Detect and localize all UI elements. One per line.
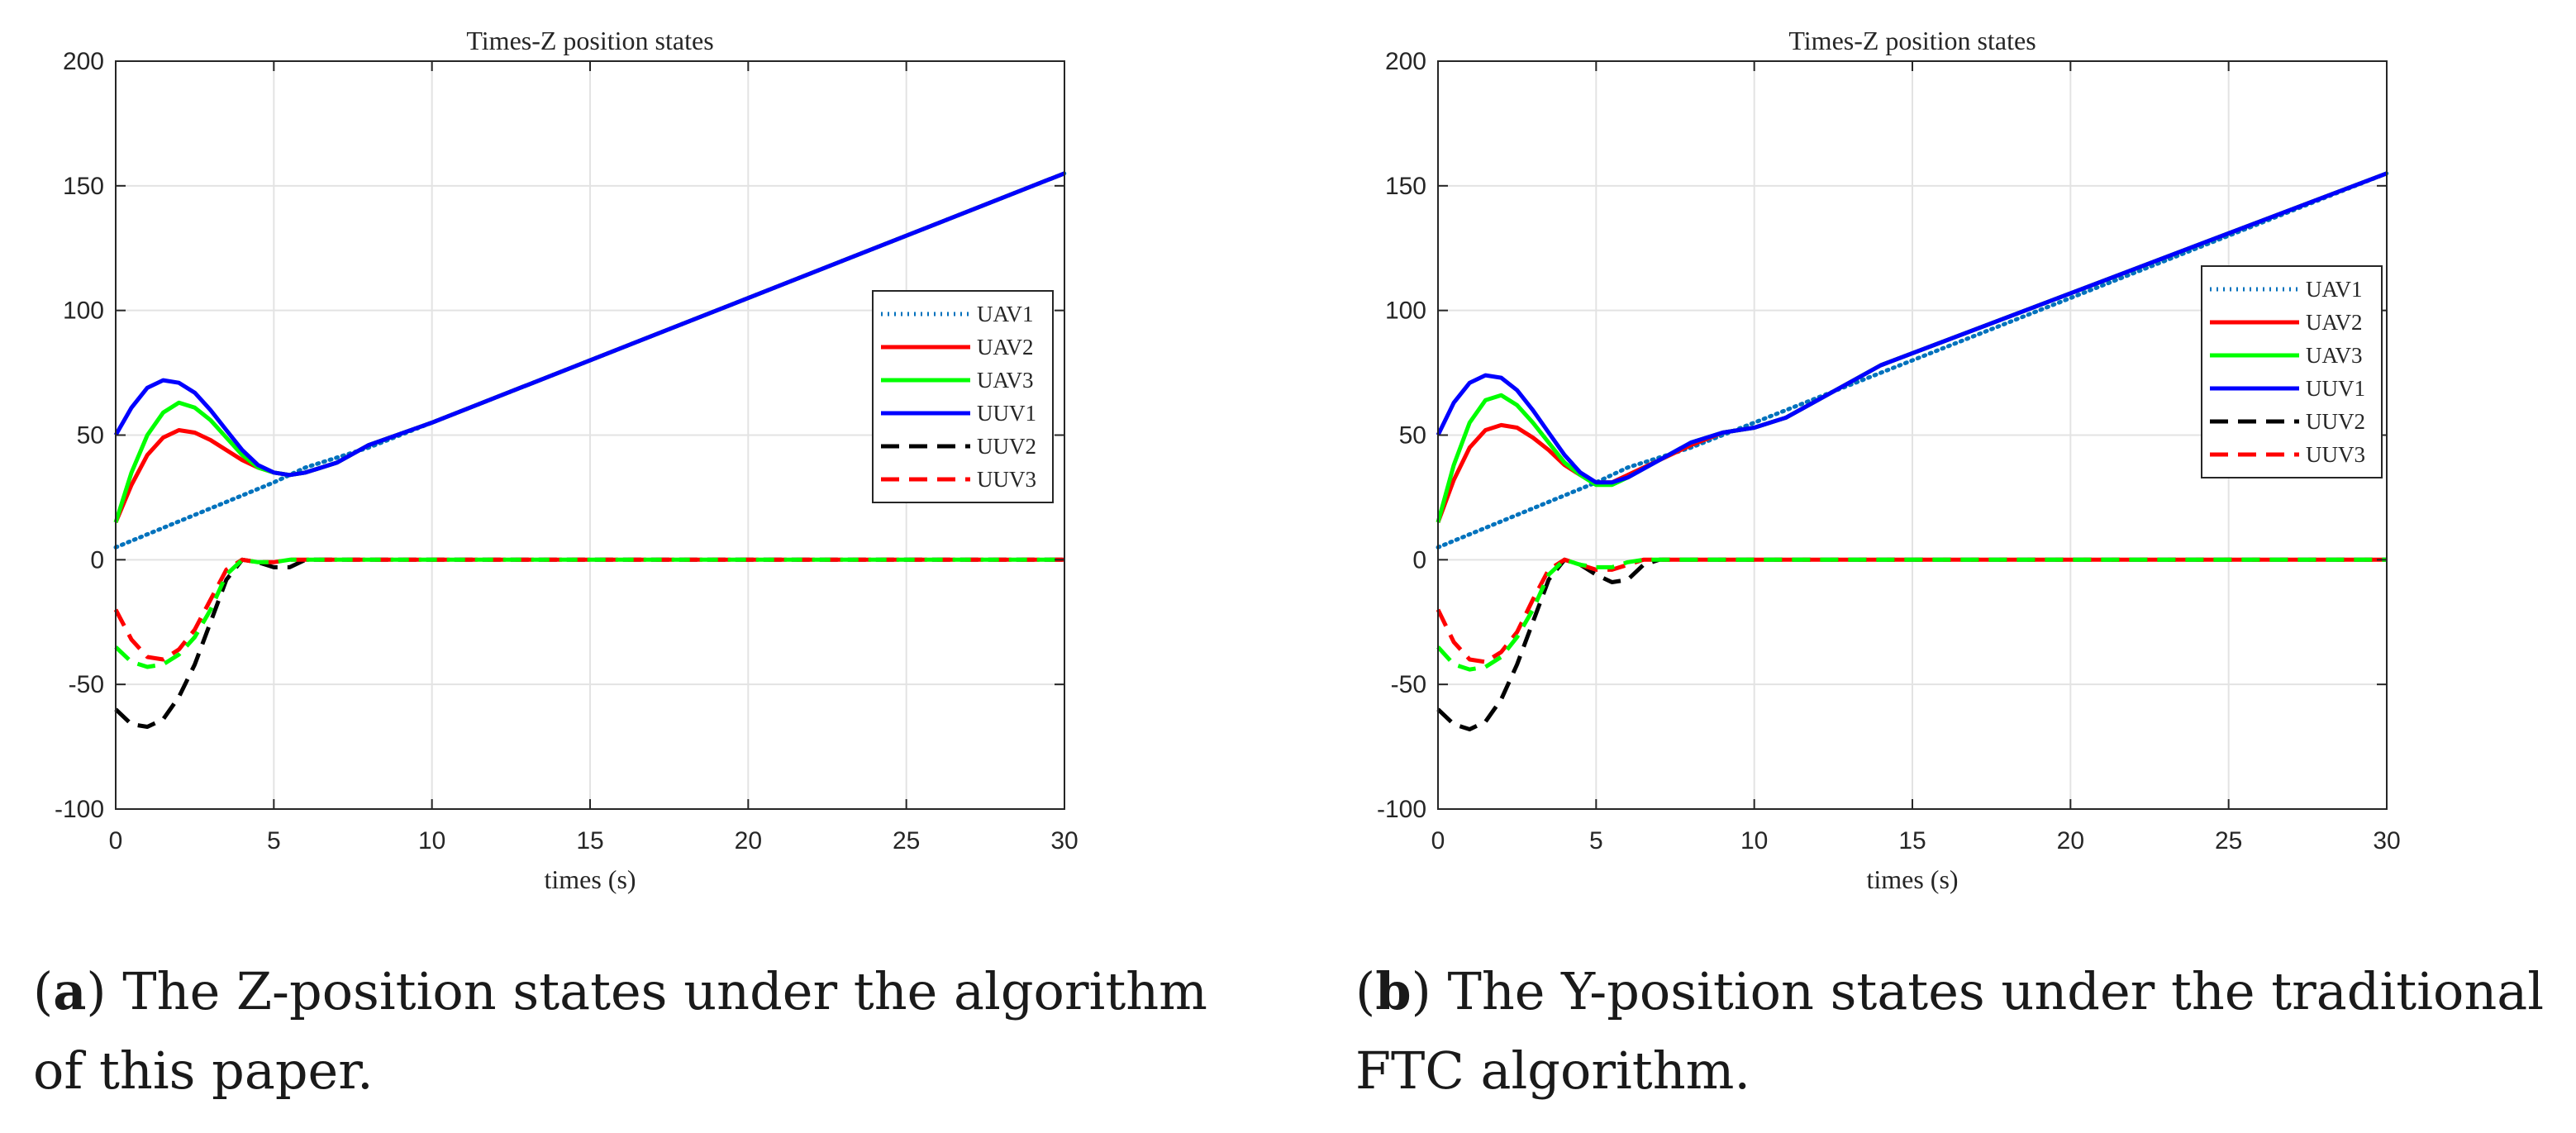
chart-b-y-tick-label: 100	[1385, 298, 1426, 325]
chart-b-legend-label-uuv3: UUV3	[2306, 442, 2365, 467]
chart-a-series-uuv3-line	[113, 557, 1064, 662]
chart-b-legend-label-uav2: UAV2	[2306, 310, 2363, 335]
chart-b-y-tick-label: 50	[1399, 422, 1426, 450]
chart-a-y-tick-label: 100	[63, 298, 104, 325]
chart-a-legend-label-uav2: UAV2	[977, 335, 1034, 359]
chart-a-x-tick-label: 15	[576, 827, 603, 855]
chart-b-series-extra-6-line	[1436, 557, 2387, 672]
chart-b-x-tick-label: 15	[1898, 827, 1926, 855]
chart-a-y-tick-label: 200	[63, 48, 104, 75]
chart-a-y-tick-label: 50	[77, 422, 104, 450]
chart-b-x-tick-label: 0	[1431, 827, 1445, 855]
chart-a-x-tick-label: 5	[267, 827, 281, 855]
chart-b-legend-label-uuv1: UUV1	[2306, 376, 2365, 401]
chart-b-legend-box	[2201, 265, 2383, 478]
caption-b-label: b	[1375, 961, 1412, 1021]
caption-b: (b) The Y-position states under the trad…	[1355, 961, 2545, 1101]
chart-a: 0 5 10 15 20 25 30 -100 -50 0 50 100 150 200 Times-Z p…	[55, 26, 1078, 894]
chart-a-series-uuv2-line	[114, 557, 1064, 729]
chart-b-x-tick-label: 25	[2215, 827, 2242, 855]
chart-a-y-tick-label: -50	[69, 671, 104, 698]
chart-b-legend-label-uuv2: UUV2	[2306, 409, 2365, 434]
chart-b-x-tick-label: 5	[1589, 827, 1603, 855]
chart-a-y-tick-label: 0	[90, 546, 104, 574]
chart-a-title: Times-Z position states	[466, 26, 713, 55]
chart-a-x-axis-label: times (s)	[544, 864, 636, 894]
chart-b-series-uuv3-line	[1436, 557, 2387, 664]
caption-a-label: a	[53, 961, 87, 1021]
caption-a-text: The Z-position states under the algorith…	[122, 961, 1207, 1021]
chart-a-legend: UAV1 UAV2 UAV3 UUV1 UUV2 UUV3	[872, 290, 1054, 503]
chart-a-series-extra-6-line	[114, 557, 1064, 669]
chart-b-x-tick-label: 30	[2373, 827, 2400, 855]
chart-b-y-tick-label: 200	[1385, 48, 1426, 75]
chart-a-legend-label-uuv2: UUV2	[977, 434, 1036, 459]
chart-a-x-tick-label: 20	[735, 827, 762, 855]
chart-b-y-tick-label: -100	[1377, 796, 1426, 823]
chart-a-y-tick-label: -100	[55, 796, 104, 823]
chart-a-x-tick-label: 25	[893, 827, 920, 855]
chart-b-y-tick-label: 0	[1412, 546, 1426, 574]
chart-b-x-tick-label: 10	[1740, 827, 1768, 855]
chart-b-y-tick-label: -50	[1391, 671, 1426, 698]
chart-b-legend: UAV1 UAV2 UAV3 UUV1 UUV2 UUV3	[2201, 265, 2383, 478]
chart-b-x-axis-label: times (s)	[1866, 864, 1958, 894]
chart-b-y-tick-label: 150	[1385, 173, 1426, 200]
chart-a-legend-box	[872, 290, 1054, 503]
chart-a-legend-label-uav1: UAV1	[977, 302, 1034, 326]
chart-a-x-tick-label: 10	[418, 827, 445, 855]
chart-b-legend-label-uav1: UAV1	[2306, 277, 2363, 302]
chart-b-title: Times-Z position states	[1788, 26, 2036, 55]
caption-a: (a) The Z-position states under the algo…	[33, 961, 1207, 1101]
chart-a-legend-label-uuv3: UUV3	[977, 467, 1036, 492]
chart-b: 0 5 10 15 20 25 30 -100 -50 0 50 100 150 200 Times-Z p…	[1377, 26, 2401, 894]
chart-a-series-uav1-line	[113, 171, 1067, 550]
chart-a-x-tick-label: 30	[1050, 827, 1078, 855]
caption-a-text2: of this paper.	[33, 1040, 374, 1101]
chart-b-series-uuv1-line	[1436, 171, 2388, 485]
chart-b-x-tick-label: 20	[2057, 827, 2084, 855]
chart-a-legend-label-uav3: UAV3	[977, 368, 1034, 393]
chart-a-y-tick-label: 150	[63, 173, 104, 200]
caption-b-text: The Y-position states under the traditio…	[1447, 961, 2545, 1021]
chart-a-x-tick-label: 0	[109, 827, 123, 855]
chart-a-legend-label-uuv1: UUV1	[977, 401, 1036, 426]
chart-b-legend-label-uav3: UAV3	[2306, 343, 2363, 368]
chart-a-series-uuv1-line	[113, 171, 1065, 478]
caption-b-text2: FTC algorithm.	[1355, 1040, 1751, 1101]
